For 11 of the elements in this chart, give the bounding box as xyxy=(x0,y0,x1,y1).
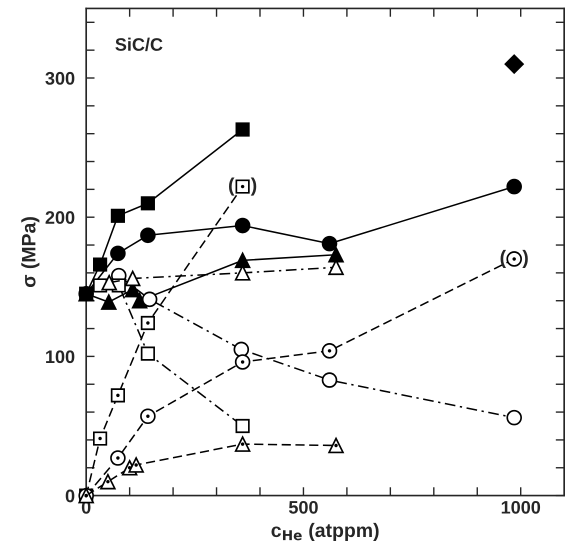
y-tick-label: 0 xyxy=(66,490,74,502)
annotation: ( ) xyxy=(229,178,256,196)
x-axis-title: c$_{He}$ (atppm) xyxy=(271,522,379,541)
y-tick-label: 300 xyxy=(45,72,74,85)
annotation: ( ) xyxy=(500,250,528,268)
y-tick-label: 100 xyxy=(46,350,74,364)
y-tick-label: 200 xyxy=(46,211,74,224)
y-axis-title: σ (MPa) xyxy=(21,217,40,288)
x-tick-label: 500 xyxy=(288,500,318,514)
x-tick-label: 1000 xyxy=(502,500,540,514)
annotation: SiC/C xyxy=(115,38,163,52)
